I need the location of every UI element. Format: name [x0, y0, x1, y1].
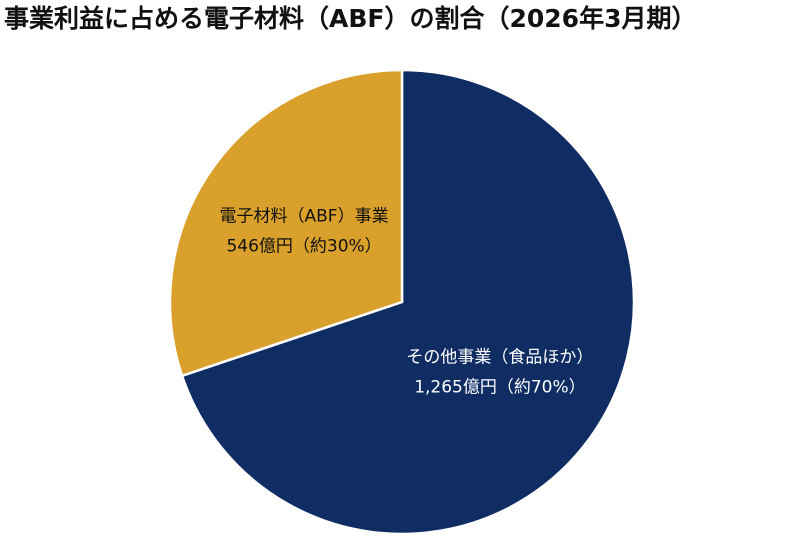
pie-slice [180, 68, 636, 536]
value-label: 546億円（約30%） [226, 237, 381, 257]
chart-title: 事業利益に占める電子材料（ABF）の割合（2026年3月期） [4, 4, 696, 33]
value-label: 1,265億円（約70%） [414, 377, 585, 397]
slice-label: その他事業（食品ほか） [406, 347, 593, 367]
pie-slice [168, 68, 404, 378]
slice-label: 電子材料（ABF）事業 [220, 207, 389, 227]
